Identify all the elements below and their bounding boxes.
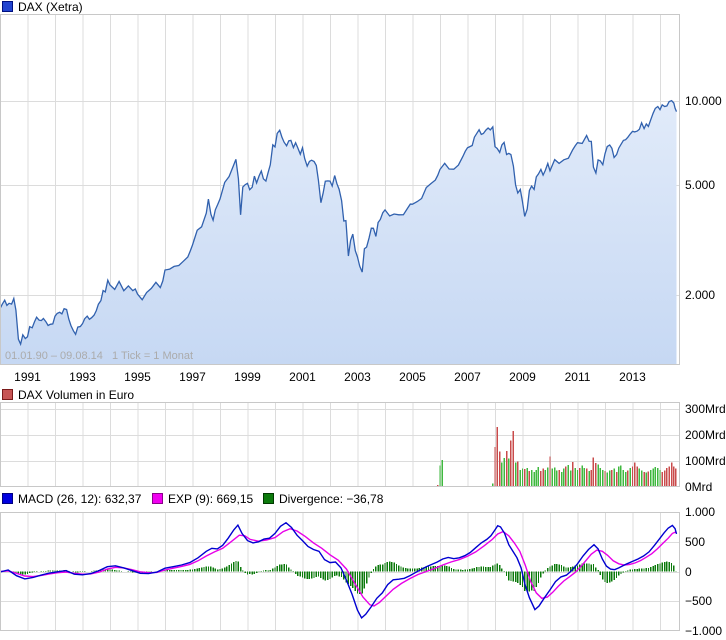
x-axis-label-2003: 2003 (344, 370, 371, 384)
x-axis-label-2013: 2013 (619, 370, 646, 384)
x-axis-label-1997: 1997 (179, 370, 206, 384)
macd-chart-plot (0, 512, 680, 636)
volume-title-label: DAX Volumen in Euro (18, 388, 135, 402)
x-axis-label-2011: 2011 (564, 370, 591, 384)
y-axis-label: 0 (685, 564, 692, 579)
volume-legend-swatch-icon (2, 389, 13, 400)
price-range-watermark: 01.01.90 – 09.08.14 1 Tick = 1 Monat (5, 350, 194, 362)
price-panel-title: DAX (Xetra) (2, 1, 83, 14)
divergence-legend-label: Divergence: −36,78 (279, 492, 384, 506)
exp-legend-label: EXP (9): 669,15 (168, 492, 254, 506)
volume-chart-svg (0, 402, 680, 487)
y-axis-label: 500 (685, 534, 706, 549)
x-axis-label-2007: 2007 (454, 370, 481, 384)
price-chart-svg (0, 14, 680, 365)
y-axis-label: −1.000 (685, 624, 723, 638)
x-axis-label-1991: 1991 (14, 370, 41, 384)
volume-panel-title: DAX Volumen in Euro (2, 389, 134, 402)
y-axis-label: −500 (685, 594, 713, 609)
y-axis-label: 1.000 (685, 505, 716, 519)
y-axis-label: 100Mrd (685, 454, 726, 468)
x-axis-label-1999: 1999 (234, 370, 261, 384)
y-axis-label: 300Mrd (685, 402, 726, 416)
x-axis-label-2001: 2001 (289, 370, 316, 384)
x-axis-label-2009: 2009 (509, 370, 536, 384)
macd-legend-item-divergence: Divergence: −36,78 (263, 493, 383, 506)
macd-legend-label: MACD (26, 12): 632,37 (18, 492, 142, 506)
exp-line-swatch-icon (152, 493, 163, 504)
y-axis-label: 200Mrd (685, 428, 726, 442)
price-legend-swatch-icon (2, 1, 13, 12)
y-axis-label: 10.000 (685, 94, 722, 108)
macd-legend-item-macd: MACD (26, 12): 632,37 (2, 493, 141, 506)
macd-chart-svg (0, 512, 680, 631)
macd-legend-item-exp: EXP (9): 669,15 (152, 493, 253, 506)
price-chart-plot (0, 14, 680, 370)
macd-legend: MACD (26, 12): 632,37 EXP (9): 669,15 Di… (0, 493, 726, 506)
x-axis-label-2005: 2005 (399, 370, 426, 384)
macd-line-swatch-icon (2, 493, 13, 504)
y-axis-label: 0Mrd (685, 480, 713, 494)
y-axis-label: 2.000 (685, 288, 716, 303)
price-title-label: DAX (Xetra) (18, 0, 83, 14)
x-axis-label-1995: 1995 (124, 370, 151, 384)
volume-chart-plot (0, 402, 680, 492)
x-axis-label-1993: 1993 (69, 370, 96, 384)
divergence-swatch-icon (263, 493, 274, 504)
y-axis-label: 5.000 (685, 177, 716, 192)
